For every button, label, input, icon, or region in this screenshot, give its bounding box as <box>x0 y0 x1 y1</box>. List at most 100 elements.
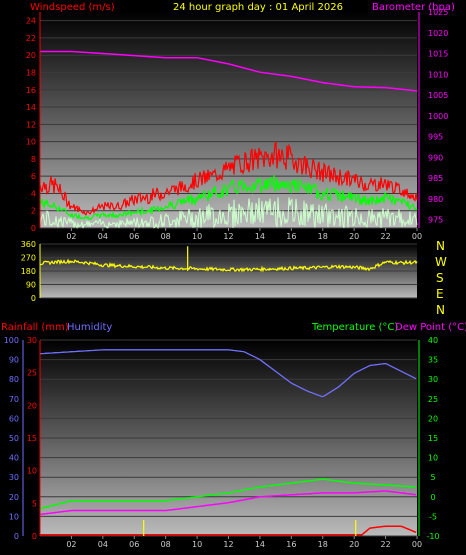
x-tick-label: 06 <box>129 232 139 241</box>
humidity-tick-label: 20 <box>9 493 19 502</box>
x-tick-label: 14 <box>255 540 265 549</box>
barometer-tick-label: 980 <box>428 195 443 204</box>
humidity-tick-label: 70 <box>9 395 19 404</box>
barometer-tick-label: 975 <box>428 216 443 225</box>
temperature-tick-label: 25 <box>428 395 438 404</box>
direction-tick-label: 360 <box>21 240 36 249</box>
x-tick-label: 02 <box>66 540 76 549</box>
compass-north-top: N <box>436 239 445 253</box>
rainfall-tick-label: 5 <box>32 499 37 508</box>
rainfall-tick-label: 20 <box>27 401 37 410</box>
direction-tick-label: 180 <box>21 267 36 276</box>
compass-south: S <box>436 271 444 285</box>
windspeed-tick-label: 14 <box>26 103 36 112</box>
barometer-tick-label: 1005 <box>428 91 448 100</box>
humidity-tick-label: 60 <box>9 414 19 423</box>
x-tick-label: 22 <box>380 232 390 241</box>
compass-west: W <box>435 255 447 269</box>
rainfall-tick-label: 15 <box>27 434 37 443</box>
rainfall-tick-label: 10 <box>27 467 37 476</box>
temperature-tick-label: 20 <box>428 414 438 423</box>
humidity-tick-label: 50 <box>9 434 19 443</box>
x-tick-label: 00 <box>412 232 422 241</box>
humidity-tick-label: 0 <box>14 532 19 541</box>
chart-marks <box>39 50 418 536</box>
barometer-tick-label: 1010 <box>428 70 448 79</box>
barometer-line <box>40 50 418 92</box>
windspeed-tick-label: 0 <box>31 224 36 233</box>
temperature-tick-label: 30 <box>428 375 438 384</box>
rainfall-line <box>40 525 417 536</box>
x-tick-label: 08 <box>161 540 171 549</box>
humidity-tick-label: 90 <box>9 356 19 365</box>
temperature-tick-label: -10 <box>426 532 439 541</box>
humidity-tick-label: 100 <box>4 336 19 345</box>
temperature-tick-label: 0 <box>430 493 435 502</box>
windspeed-tick-label: 16 <box>26 86 36 95</box>
barometer-tick-label: 985 <box>428 174 443 183</box>
windspeed-axis-title: Windspeed (m/s) <box>30 2 115 13</box>
x-tick-label: 22 <box>380 540 390 549</box>
x-tick-label: 12 <box>223 540 233 549</box>
windspeed-tick-label: 22 <box>26 34 36 43</box>
barometer-tick-label: 1015 <box>428 50 448 59</box>
temperature-tick-label: 5 <box>430 473 435 482</box>
temperature-tick-label: 40 <box>428 336 438 345</box>
temperature-line <box>39 478 417 510</box>
temperature-tick-label: -5 <box>429 512 437 521</box>
x-tick-label: 18 <box>318 540 328 549</box>
windspeed-tick-label: 6 <box>31 172 36 181</box>
barometer-tick-label: 1000 <box>428 112 448 121</box>
barometer-tick-label: 995 <box>428 133 443 142</box>
barometer-tick-label: 1020 <box>428 29 448 38</box>
wind-gust-line <box>39 140 418 216</box>
windspeed-tick-label: 8 <box>31 155 36 164</box>
wind-average-line <box>39 175 418 220</box>
x-tick-label: 16 <box>286 232 296 241</box>
x-tick-label: 16 <box>286 540 296 549</box>
rainfall-tick-label: 0 <box>32 532 37 541</box>
x-tick-label: 04 <box>98 540 108 549</box>
chart-title: 24 hour graph day : 01 April 2026 <box>173 2 343 13</box>
humidity-tick-label: 40 <box>9 454 19 463</box>
x-tick-label: 02 <box>66 232 76 241</box>
barometer-axis-title: Barometer (hpa) <box>372 2 455 13</box>
windspeed-tick-label: 18 <box>26 68 36 77</box>
humidity-line <box>39 349 417 398</box>
temperature-tick-label: 35 <box>428 356 438 365</box>
rainfall-axis-title: Rainfall (mm) <box>1 322 69 333</box>
wind-plot-area <box>40 12 417 228</box>
rainfall-tick-label: 25 <box>27 369 37 378</box>
x-tick-label: 12 <box>223 232 233 241</box>
x-tick-label: 00 <box>412 540 422 549</box>
windspeed-tick-label: 10 <box>26 138 36 147</box>
axes: 0246810121416182022249759809859909951000… <box>4 8 449 549</box>
humidity-tick-label: 10 <box>9 512 19 521</box>
temperature-tick-label: 15 <box>428 434 438 443</box>
barometer-tick-label: 990 <box>428 153 443 162</box>
windspeed-tick-label: 12 <box>26 120 36 129</box>
x-tick-label: 06 <box>129 540 139 549</box>
direction-tick-label: 0 <box>31 294 36 303</box>
dewpoint-axis-title: Dew Point (°C) <box>395 322 466 333</box>
direction-tick-label: 270 <box>21 254 36 263</box>
wind-lull-line <box>39 197 418 230</box>
windspeed-tick-label: 4 <box>31 189 36 198</box>
x-tick-label: 20 <box>349 540 359 549</box>
x-tick-label: 14 <box>255 232 265 241</box>
windspeed-tick-label: 24 <box>26 17 36 26</box>
temperature-axis-title: Temperature (°C) <box>311 322 398 333</box>
rainfall-tick-label: 30 <box>27 336 37 345</box>
humidity-tick-label: 30 <box>9 473 19 482</box>
x-tick-label: 10 <box>192 540 202 549</box>
humidity-axis-title: Humidity <box>67 322 112 333</box>
x-tick-label: 18 <box>318 232 328 241</box>
x-tick-label: 20 <box>349 232 359 241</box>
compass-east: E <box>436 287 444 301</box>
direction-tick-label: 90 <box>26 281 36 290</box>
humidity-tick-label: 80 <box>9 375 19 384</box>
windspeed-tick-label: 20 <box>26 51 36 60</box>
dewpoint-line <box>39 490 417 516</box>
